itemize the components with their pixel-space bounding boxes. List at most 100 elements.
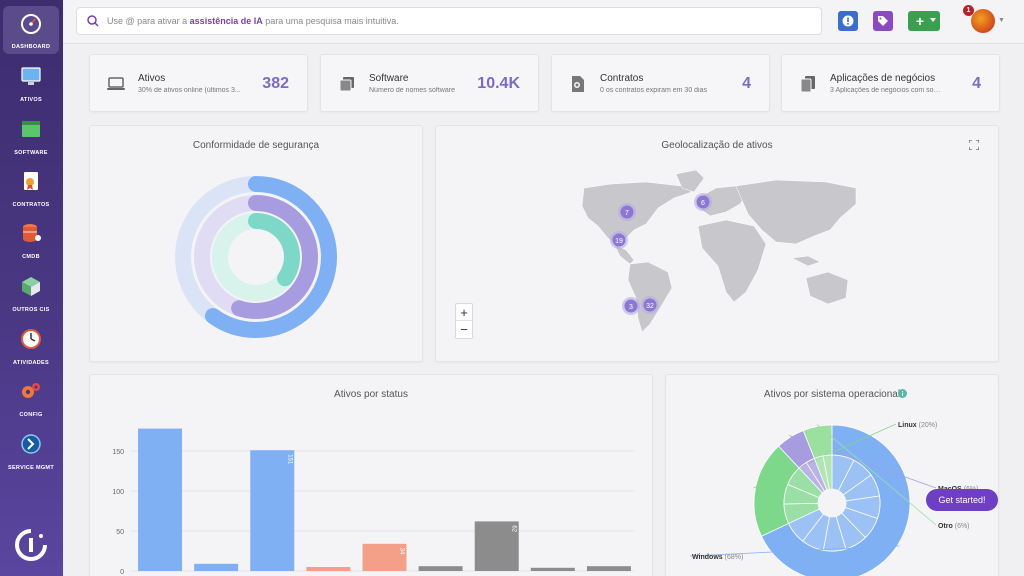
search-icon: [87, 15, 99, 27]
bar-data-label: 34: [399, 548, 405, 555]
zoom-out-button[interactable]: −: [460, 322, 468, 337]
dashboard-gauge-icon: [21, 14, 41, 34]
status-bar[interactable]: [306, 567, 351, 571]
pie-label-leader: [816, 424, 937, 526]
panel-title: Geolocalização de ativos: [661, 140, 773, 151]
status-bar[interactable]: [474, 521, 519, 571]
north-america-landmass: [581, 181, 693, 245]
inner-ring: [212, 213, 300, 301]
cluster-marker[interactable]: 3: [622, 297, 640, 315]
sidebar-item-outros-cis[interactable]: OUTROS CIS: [3, 269, 59, 317]
info-icon[interactable]: [898, 389, 907, 398]
status-bar[interactable]: [418, 566, 463, 571]
stat-value: 4: [742, 75, 751, 92]
chevron-down-icon[interactable]: ▼: [998, 17, 1005, 24]
zoom-in-button[interactable]: +: [456, 304, 472, 321]
sidebar-item-atividades[interactable]: ATIVIDADES: [3, 322, 59, 370]
sidebar: DASHBOARD ATIVOS SOFTWARE CONTRATOS: [0, 0, 63, 576]
geolocation-panel: Geolocalização de ativos: [435, 125, 999, 362]
asia-landmass: [735, 179, 857, 245]
cluster-marker[interactable]: 19: [610, 231, 628, 249]
monitor-icon: [21, 67, 41, 85]
cluster-marker[interactable]: 32: [641, 296, 659, 314]
europe-landmass: [697, 185, 749, 217]
panel-title: Ativos por status: [334, 389, 408, 400]
sidebar-item-dashboard[interactable]: DASHBOARD: [3, 6, 59, 54]
bar-data-label: 62: [511, 525, 517, 532]
y-tick-label: 50: [116, 529, 124, 536]
stat-title: Ativos: [138, 73, 166, 84]
status-bar[interactable]: [586, 566, 631, 571]
top-bar: Use @ para ativar a assistência de IA pa…: [63, 0, 1024, 44]
status-bar-chart: 0 50 100 150 151 34 62: [112, 428, 635, 576]
stat-value: 4: [972, 75, 981, 92]
status-bar[interactable]: [194, 563, 239, 571]
greenland-landmass: [675, 169, 705, 193]
cluster-count: 32: [646, 303, 654, 310]
sidebar-item-software[interactable]: SOFTWARE: [3, 112, 59, 160]
avatar[interactable]: [971, 9, 995, 33]
box-icon: [22, 277, 40, 296]
get-started-button[interactable]: Get started!: [926, 489, 998, 511]
pie-slice-label: Otro (6%): [938, 523, 970, 530]
add-label: +: [915, 13, 925, 29]
stat-subtitle: 30% de ativos online (últimos 3...: [138, 87, 241, 94]
contract-document-icon: [24, 172, 38, 190]
sidebar-item-label: SERVICE MGMT: [8, 465, 54, 471]
sidebar-item-label: OUTROS CIS: [12, 307, 50, 313]
tags-button[interactable]: [873, 11, 893, 31]
status-bar[interactable]: [362, 543, 407, 571]
alert-button[interactable]: [838, 11, 858, 31]
world-map: 7 6 19 3 32: [581, 169, 857, 333]
stat-subtitle: Número de nomes software: [369, 87, 455, 94]
cluster-count: 3: [629, 304, 633, 311]
sidebar-item-config[interactable]: CONFIG: [3, 374, 59, 422]
status-bar[interactable]: [250, 450, 295, 571]
stat-card-ativos[interactable]: Ativos 30% de ativos online (últimos 3..…: [89, 54, 308, 112]
sidebar-item-cmdb[interactable]: CMDB: [3, 216, 59, 264]
cluster-count: 6: [701, 200, 705, 207]
sidebar-item-label: ATIVIDADES: [13, 360, 49, 366]
security-compliance-panel: Conformidade de segurança: [89, 125, 423, 362]
sidebar-item-label: CONTRATOS: [12, 202, 50, 208]
stat-card-contratos[interactable]: Contratos 0 os contratos expiram em 30 d…: [551, 54, 770, 112]
add-button[interactable]: +: [908, 11, 940, 31]
os-pie-chart: Windows (68%)Linux (20%)MacOS (6%)Otro (…: [689, 422, 978, 576]
assets-by-status-panel: Ativos por status 0 50 100 150 151 34 62: [89, 374, 653, 576]
sidebar-item-ativos[interactable]: ATIVOS: [3, 59, 59, 107]
sidebar-item-contratos[interactable]: CONTRATOS: [3, 164, 59, 212]
y-tick-label: 0: [120, 569, 124, 576]
laptop-icon: [107, 77, 125, 90]
cluster-count: 19: [615, 238, 623, 245]
stat-card-aplicacoes[interactable]: Aplicações de negócios 3 Aplicações de n…: [781, 54, 1000, 112]
chevron-down-icon: [930, 18, 936, 22]
search-input[interactable]: Use @ para ativar a assistência de IA pa…: [76, 7, 822, 35]
stat-title: Contratos: [600, 73, 644, 84]
sidebar-item-service-mgmt[interactable]: SERVICE MGMT: [3, 427, 59, 475]
cluster-count: 7: [625, 210, 629, 217]
tag-icon: [878, 16, 888, 26]
sidebar-item-label: SOFTWARE: [14, 150, 48, 156]
stat-card-software[interactable]: Software Número de nomes software 10.4K: [320, 54, 539, 112]
software-copies-icon: [339, 77, 354, 92]
panel-title: Conformidade de segurança: [192, 140, 320, 151]
sidebar-item-label: DASHBOARD: [11, 44, 51, 50]
stat-title: Aplicações de negócios: [830, 73, 936, 84]
pie-center-hole: [818, 489, 846, 517]
y-tick-label: 150: [112, 449, 124, 456]
stat-value: 382: [262, 75, 289, 92]
notification-badge: 1: [963, 5, 974, 16]
status-bar[interactable]: [530, 567, 575, 571]
stat-subtitle: 0 os contratos expiram em 30 dias: [600, 87, 707, 94]
security-donut-chart: [175, 176, 337, 338]
sidebar-item-label: CMDB: [22, 254, 40, 260]
status-bar[interactable]: [138, 428, 183, 571]
cluster-marker[interactable]: 7: [618, 203, 636, 221]
cluster-marker[interactable]: 6: [694, 193, 712, 211]
pie-slice-label: Windows (68%): [692, 554, 743, 561]
sidebar-item-label: ATIVOS: [20, 97, 42, 103]
map-clusters: 7 6 19 3 32: [610, 193, 712, 315]
database-icon: [23, 224, 41, 242]
middle-ring: [194, 195, 318, 319]
software-window-icon: [22, 121, 40, 137]
